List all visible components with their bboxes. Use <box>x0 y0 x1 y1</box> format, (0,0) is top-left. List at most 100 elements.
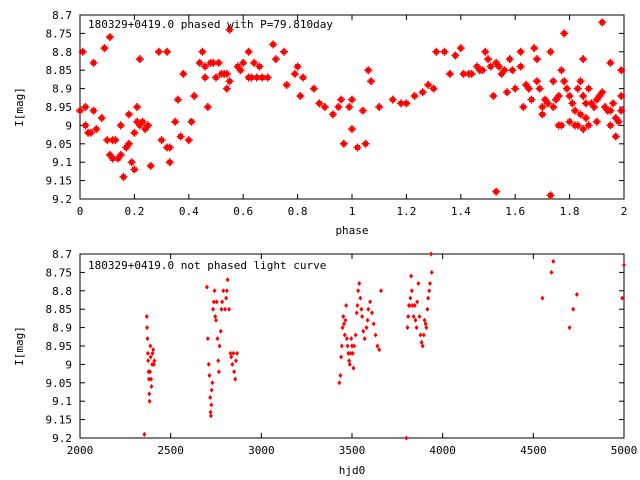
data-point <box>554 91 563 100</box>
data-point <box>221 288 226 294</box>
data-point <box>377 347 382 353</box>
data-point <box>208 409 213 415</box>
data-point <box>571 306 576 312</box>
data-point <box>423 321 428 327</box>
data-point <box>219 306 224 312</box>
data-point <box>375 343 380 349</box>
data-point <box>207 372 212 378</box>
phased-y-tick-label: 8.9 <box>52 83 72 96</box>
data-point <box>557 121 566 130</box>
data-point <box>135 55 144 64</box>
phased-light-curve-panel: 0 0.2 0.4 0.6 0.8 1 1.2 1.4 1.6 1.8 2 8.7 8.75 8.8 8.8… <box>13 9 627 237</box>
data-point <box>149 376 154 382</box>
data-point <box>116 150 125 159</box>
data-point <box>144 121 152 130</box>
data-point <box>617 106 626 115</box>
data-point <box>296 91 305 100</box>
unphased-y-tick-label: 8.85 <box>46 303 73 316</box>
phased-x-tick-label: 2 <box>621 205 628 218</box>
data-point <box>410 91 419 100</box>
unphased-x-tick-label: 3500 <box>339 444 366 457</box>
phased-y-tick-label: 9 <box>65 119 72 132</box>
data-point <box>116 121 125 130</box>
data-point <box>225 25 234 34</box>
data-point <box>97 114 106 123</box>
unphased-x-tick-label: 5000 <box>611 444 638 457</box>
data-point <box>208 413 213 419</box>
data-point <box>451 51 460 60</box>
unphased-y-tick-label: 9.2 <box>52 432 72 445</box>
data-point <box>145 350 150 356</box>
data-point <box>78 47 87 56</box>
data-point <box>611 132 620 141</box>
data-point <box>579 91 588 100</box>
data-point <box>211 306 216 312</box>
data-point <box>576 77 585 86</box>
data-point <box>576 110 585 119</box>
data-point <box>361 328 366 334</box>
data-point <box>549 103 558 111</box>
data-point <box>411 314 416 320</box>
data-point <box>216 369 221 375</box>
phased-y-tick-label: 8.85 <box>46 64 73 77</box>
data-point <box>358 106 367 115</box>
data-point <box>347 358 352 364</box>
data-point <box>352 343 357 349</box>
data-point <box>420 343 425 349</box>
data-point <box>179 69 188 78</box>
data-point <box>339 343 344 349</box>
data-point <box>353 143 362 152</box>
data-point <box>568 99 577 108</box>
data-point <box>187 117 196 126</box>
data-point <box>609 99 618 108</box>
unphased-chart-title: 180329+0419.0 not phased light curve <box>88 259 326 272</box>
data-point <box>532 77 541 86</box>
phased-x-tick-label: 0.4 <box>179 205 199 218</box>
data-point <box>427 280 432 286</box>
data-point <box>353 332 358 338</box>
data-point <box>138 117 147 126</box>
data-point <box>538 103 547 111</box>
data-point <box>606 121 615 130</box>
data-point <box>206 361 211 367</box>
data-point <box>620 295 625 301</box>
data-point <box>362 336 367 342</box>
data-point <box>224 295 229 301</box>
data-point <box>598 88 607 97</box>
data-point <box>511 84 520 93</box>
data-point <box>592 117 601 126</box>
phased-x-tick-label: 0.2 <box>124 205 144 218</box>
data-point <box>250 58 259 67</box>
data-point <box>350 343 354 349</box>
data-point <box>579 125 588 134</box>
data-point <box>413 317 418 323</box>
data-point <box>211 299 216 305</box>
data-point <box>574 291 579 297</box>
data-point <box>337 95 346 104</box>
data-point <box>346 350 351 356</box>
data-point <box>519 103 528 111</box>
unphased-x-tick-label: 3000 <box>248 444 275 457</box>
data-point <box>282 80 291 89</box>
data-point <box>342 332 347 338</box>
data-point <box>614 117 623 126</box>
data-point <box>147 391 152 397</box>
data-point <box>209 387 214 393</box>
data-point <box>350 350 355 356</box>
data-point <box>130 165 139 174</box>
data-point <box>527 95 536 104</box>
data-point <box>151 347 156 353</box>
unphased-y-tick-label: 8.7 <box>52 248 72 261</box>
data-point <box>560 29 569 38</box>
data-point <box>343 317 348 323</box>
phased-y-tick-label: 8.95 <box>46 101 73 114</box>
data-point <box>364 325 369 331</box>
data-point <box>617 66 626 75</box>
data-point <box>195 58 204 67</box>
data-point <box>147 398 152 404</box>
data-point <box>344 303 349 309</box>
data-point <box>494 62 503 71</box>
data-point <box>146 161 155 170</box>
data-point <box>201 73 210 82</box>
data-point <box>549 77 558 86</box>
